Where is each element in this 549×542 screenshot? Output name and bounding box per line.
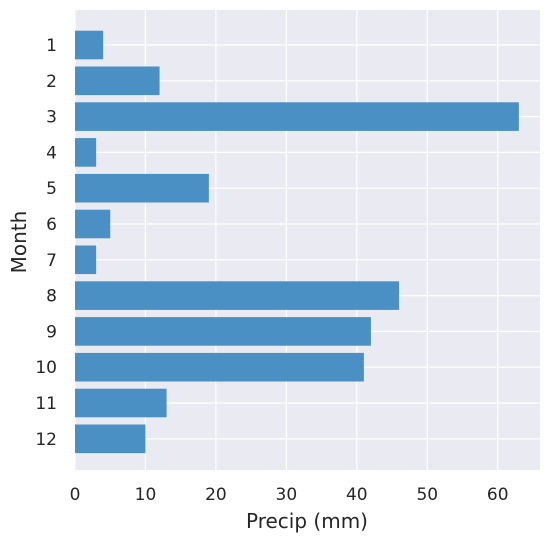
y-tick-label-2: 2 bbox=[46, 72, 57, 92]
bar-month-5 bbox=[75, 173, 209, 203]
bar-month-11 bbox=[75, 388, 167, 418]
x-tick-label-40: 40 bbox=[346, 485, 368, 505]
bar-month-12 bbox=[75, 424, 146, 454]
y-tick-label-5: 5 bbox=[46, 179, 57, 199]
x-tick-label-20: 20 bbox=[205, 485, 227, 505]
x-tick-label-10: 10 bbox=[135, 485, 157, 505]
x-tick-label-30: 30 bbox=[276, 485, 298, 505]
bar-month-3 bbox=[75, 102, 519, 131]
y-tick-label-4: 4 bbox=[46, 143, 57, 163]
y-tick-label-10: 10 bbox=[35, 358, 57, 378]
bar-month-1 bbox=[75, 30, 104, 60]
y-tick-label-9: 9 bbox=[46, 322, 57, 342]
bar-month-7 bbox=[75, 245, 97, 275]
y-tick-label-6: 6 bbox=[46, 215, 57, 235]
x-tick-labels: 0 10 20 30 40 50 60 bbox=[70, 485, 509, 505]
x-axis-label: Precip (mm) bbox=[246, 509, 368, 533]
y-axis-label: Month bbox=[7, 211, 31, 274]
x-tick-label-50: 50 bbox=[416, 485, 438, 505]
y-tick-label-3: 3 bbox=[46, 108, 57, 128]
y-tick-label-7: 7 bbox=[46, 251, 57, 271]
y-tick-label-8: 8 bbox=[46, 287, 57, 307]
bar-month-8 bbox=[75, 281, 400, 310]
y-tick-label-1: 1 bbox=[46, 36, 57, 56]
bars bbox=[75, 30, 519, 454]
bar-month-4 bbox=[75, 138, 97, 167]
y-tick-label-12: 12 bbox=[35, 430, 57, 450]
bar-month-6 bbox=[75, 209, 111, 239]
x-tick-label-0: 0 bbox=[70, 485, 81, 505]
bar-month-2 bbox=[75, 66, 160, 96]
y-tick-label-11: 11 bbox=[35, 394, 57, 414]
x-tick-label-60: 60 bbox=[487, 485, 509, 505]
bar-month-9 bbox=[75, 317, 371, 346]
bar-month-10 bbox=[75, 352, 364, 382]
